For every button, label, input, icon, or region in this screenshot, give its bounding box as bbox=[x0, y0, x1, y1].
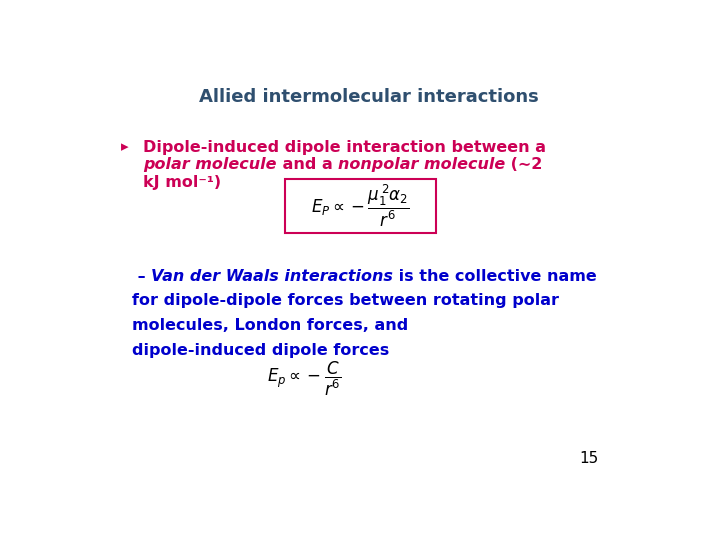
Text: kJ mol⁻¹): kJ mol⁻¹) bbox=[143, 174, 221, 190]
Text: 15: 15 bbox=[580, 451, 599, 466]
Text: (∼2: (∼2 bbox=[505, 157, 542, 172]
Text: ▸: ▸ bbox=[121, 140, 128, 154]
Text: $E_P \propto -\dfrac{\mu_1^{\,2}\alpha_2}{r^6}$: $E_P \propto -\dfrac{\mu_1^{\,2}\alpha_2… bbox=[311, 183, 410, 230]
Text: Allied intermolecular interactions: Allied intermolecular interactions bbox=[199, 87, 539, 106]
Text: nonpolar molecule: nonpolar molecule bbox=[338, 157, 505, 172]
Text: Van der Waals interactions: Van der Waals interactions bbox=[151, 268, 393, 284]
FancyBboxPatch shape bbox=[285, 179, 436, 233]
Text: is the collective name: is the collective name bbox=[393, 268, 597, 284]
Text: –: – bbox=[132, 268, 151, 284]
Text: dipole-induced dipole forces: dipole-induced dipole forces bbox=[132, 343, 389, 359]
Text: $E_p \propto -\dfrac{C}{r^6}$: $E_p \propto -\dfrac{C}{r^6}$ bbox=[267, 360, 342, 398]
Text: for dipole-dipole forces between rotating polar: for dipole-dipole forces between rotatin… bbox=[132, 294, 559, 308]
Text: molecules, London forces, and: molecules, London forces, and bbox=[132, 319, 408, 333]
Text: Dipole-induced dipole interaction between a: Dipole-induced dipole interaction betwee… bbox=[143, 140, 546, 154]
Text: and a: and a bbox=[276, 157, 338, 172]
Text: polar molecule: polar molecule bbox=[143, 157, 276, 172]
